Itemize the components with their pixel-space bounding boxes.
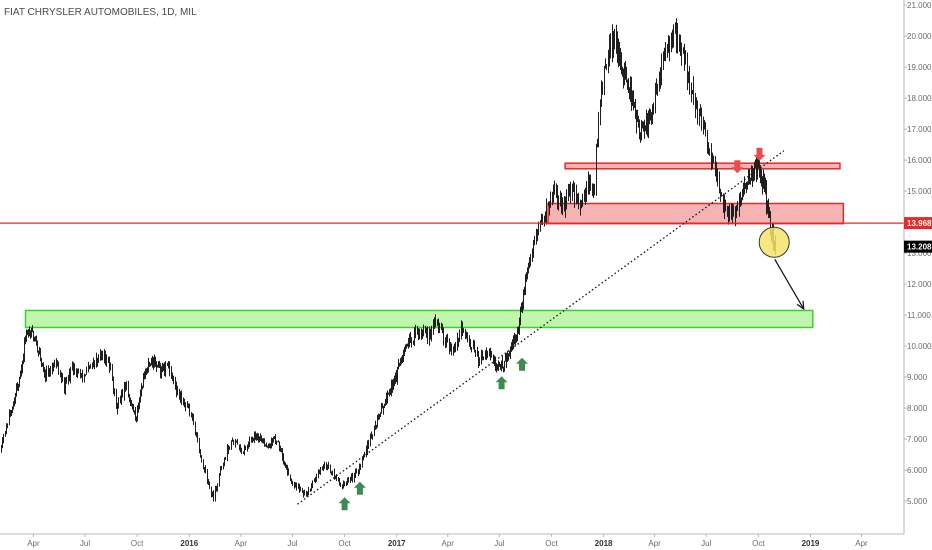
- level-price-tag-label: 13.968: [907, 219, 932, 228]
- y-tick-label: 12.000: [907, 280, 932, 289]
- x-tick-label: Apr: [235, 539, 248, 548]
- chart-title: FIAT CHRYSLER AUTOMOBILES, 1D, MIL: [4, 7, 197, 18]
- up-arrow-icon: [338, 497, 351, 511]
- y-tick-label: 9.000: [907, 373, 928, 382]
- x-tick-label: Oct: [752, 539, 765, 548]
- zones-layer: [24, 162, 845, 329]
- tags-layer: 13.968 13.208: [904, 217, 932, 253]
- up-arrow-icon: [515, 357, 528, 371]
- y-tick-label: 19.000: [907, 63, 932, 72]
- trendline: [297, 150, 785, 505]
- resistance-zone-2: [564, 162, 841, 170]
- y-tick-label: 16.000: [907, 156, 932, 165]
- down-arrow-icon: [753, 147, 766, 161]
- current-price-tag-label: 13.208: [907, 243, 932, 252]
- y-tick-label: 13.000: [907, 249, 932, 258]
- up-arrow-icon: [495, 376, 508, 390]
- y-tick-label: 5.000: [907, 497, 928, 506]
- x-tick-label: Jul: [80, 539, 90, 548]
- candles-layer: [1, 18, 776, 502]
- highlight-circle: [758, 226, 790, 258]
- x-tick-label: 2016: [180, 539, 198, 548]
- x-tick-label: Apr: [442, 539, 455, 548]
- y-tick-label: 7.000: [907, 435, 928, 444]
- x-tick-label: Jul: [494, 539, 504, 548]
- level-price-tag: [904, 217, 932, 230]
- overlay-layer: [0, 147, 904, 511]
- down-arrow-icon: [731, 160, 744, 174]
- up-arrow-icon: [353, 481, 366, 495]
- x-tick-label: Apr: [27, 539, 40, 548]
- x-tick-label: Jul: [701, 539, 711, 548]
- y-tick-label: 6.000: [907, 466, 928, 475]
- x-tick-label: 2017: [388, 539, 406, 548]
- current-price-tag: [904, 240, 932, 253]
- y-tick-label: 17.000: [907, 125, 932, 134]
- x-tick-label: Oct: [131, 539, 144, 548]
- y-tick-label: 15.000: [907, 187, 932, 196]
- x-tick-label: Oct: [545, 539, 558, 548]
- y-tick-label: 10.000: [907, 342, 932, 351]
- projection-arrow-head: [796, 300, 805, 311]
- y-tick-label: 8.000: [907, 404, 928, 413]
- y-tick-label: 18.000: [907, 94, 932, 103]
- y-tick-label: 11.000: [907, 311, 931, 320]
- x-tick-label: Apr: [648, 539, 661, 548]
- x-tick-label: Jul: [287, 539, 297, 548]
- resistance-zone-1: [547, 202, 845, 225]
- x-tick-label: Apr: [855, 539, 868, 548]
- y-tick-label: 20.000: [907, 32, 932, 41]
- x-tick-label: 2018: [595, 539, 613, 548]
- projection-arrow-line: [774, 258, 805, 310]
- support-zone: [24, 309, 814, 329]
- y-tick-label: 21.000: [907, 1, 932, 10]
- x-tick-label: Oct: [338, 539, 351, 548]
- x-tick-label: 2019: [802, 539, 820, 548]
